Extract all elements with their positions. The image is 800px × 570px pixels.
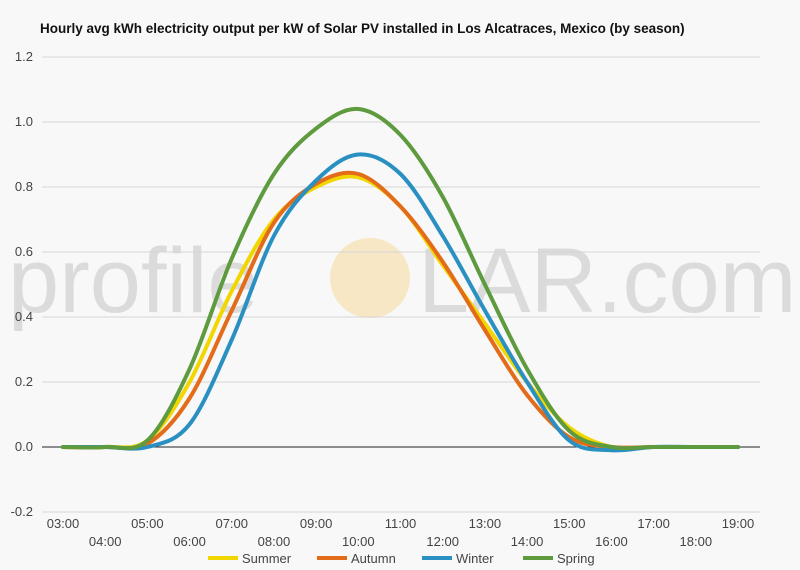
x-tick-label: 10:00 — [342, 534, 375, 549]
legend-label-winter: Winter — [456, 551, 494, 566]
x-tick-label: 05:00 — [131, 516, 164, 531]
x-tick-label: 19:00 — [722, 516, 755, 531]
x-tick-label: 11:00 — [385, 516, 417, 531]
y-tick-label: 0.6 — [15, 244, 33, 259]
x-tick-label: 03:00 — [47, 516, 80, 531]
x-tick-label: 13:00 — [469, 516, 502, 531]
watermark-sun — [330, 238, 410, 318]
y-axis-ticks: -0.2 0.0 0.2 0.4 0.6 0.8 1.0 1.2 — [11, 49, 33, 519]
legend: Summer Autumn Winter Spring — [208, 551, 595, 566]
legend-label-autumn: Autumn — [351, 551, 396, 566]
y-tick-label: 0.8 — [15, 179, 33, 194]
x-tick-label: 17:00 — [637, 516, 670, 531]
x-tick-label: 16:00 — [595, 534, 628, 549]
x-axis-ticks: 03:00 04:00 05:00 06:00 07:00 08:00 09:00 10:00… — [47, 516, 755, 549]
series-line-spring — [61, 106, 740, 451]
y-tick-label: 1.0 — [15, 114, 33, 129]
y-tick-label: 1.2 — [15, 49, 33, 64]
legend-label-summer: Summer — [242, 551, 292, 566]
y-tick-label: 0.0 — [15, 439, 33, 454]
legend-label-spring: Spring — [557, 551, 595, 566]
y-tick-label: 0.4 — [15, 309, 33, 324]
x-tick-label: 12:00 — [426, 534, 459, 549]
gridlines — [42, 56, 760, 513]
x-tick-label: 08:00 — [258, 534, 291, 549]
chart-title: Hourly avg kWh electricity output per kW… — [40, 21, 685, 36]
x-tick-label: 09:00 — [300, 516, 333, 531]
series-lines — [61, 106, 740, 453]
x-tick-label: 07:00 — [215, 516, 248, 531]
y-tick-label: -0.2 — [11, 504, 33, 519]
watermark-left: profile — [8, 230, 259, 332]
x-tick-label: 18:00 — [680, 534, 713, 549]
x-tick-label: 14:00 — [511, 534, 544, 549]
x-tick-label: 04:00 — [89, 534, 122, 549]
x-tick-label: 15:00 — [553, 516, 586, 531]
x-tick-label: 06:00 — [173, 534, 206, 549]
y-tick-label: 0.2 — [15, 374, 33, 389]
series-line-winter — [61, 152, 740, 453]
